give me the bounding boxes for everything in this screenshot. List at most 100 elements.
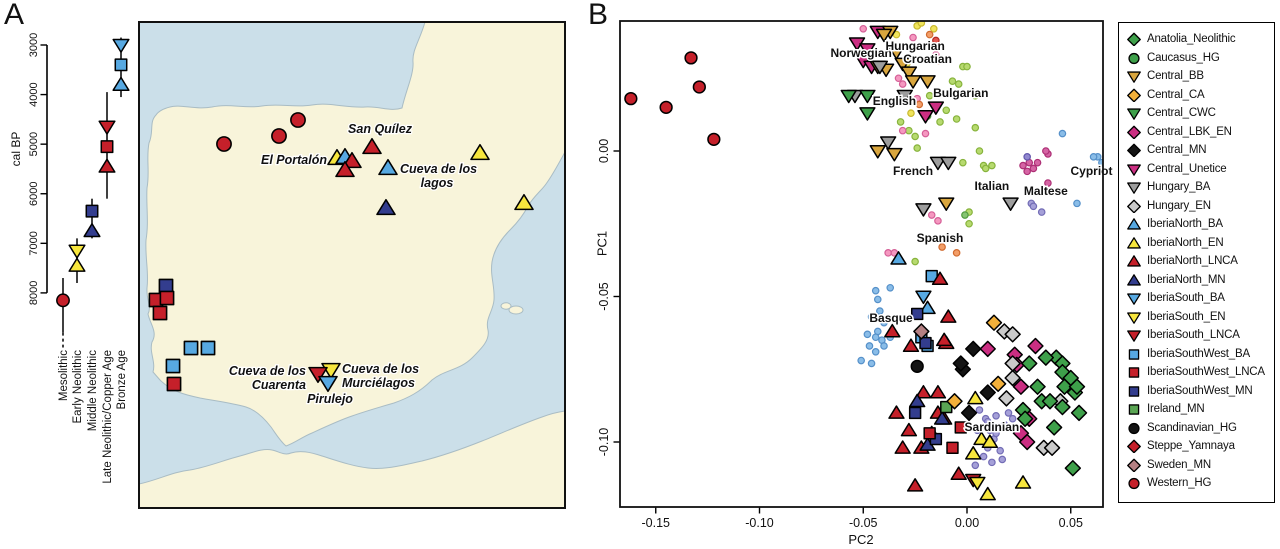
pca-point-Central_Unetice	[917, 110, 934, 124]
modern-sample-dot	[884, 249, 892, 257]
population-label-norwegian: Norwegian	[831, 46, 892, 60]
modern-sample-dot	[952, 249, 961, 257]
modern-sample-dot	[880, 318, 888, 327]
modern-sample-dot	[973, 426, 982, 435]
modern-sample-dot	[936, 118, 944, 126]
pca-point-Central_LBK_EN	[1027, 337, 1044, 355]
tri-down-icon	[1127, 293, 1141, 306]
modern-sample-dot	[871, 333, 880, 342]
modern-sample-dot	[961, 211, 969, 219]
diamond-icon	[1127, 199, 1141, 213]
modern-sample-dot	[981, 164, 990, 173]
legend-item-Anatolia_Neolithic: Anatolia_Neolithic	[1127, 30, 1272, 49]
modern-sample-dot	[894, 74, 903, 83]
map-site-label: Cuarenta	[252, 378, 306, 392]
diamond-icon	[1127, 458, 1141, 472]
population-label-basque: Basque	[869, 311, 913, 325]
modern-sample-dot	[998, 455, 1007, 464]
modern-sample-dot	[934, 56, 942, 65]
legend-item-Central_MN: Central_MN	[1127, 141, 1272, 160]
modern-sample-dot	[1019, 161, 1027, 170]
pca-point-IberiaNorth_BA	[919, 300, 936, 315]
pca-point-Hungary_EN	[998, 390, 1015, 407]
legend-item-label: Hungary_BA	[1147, 181, 1211, 194]
timeline-tick-label: 7000	[28, 231, 40, 255]
pca-point-Western_HG	[659, 100, 673, 114]
modern-sample-dot	[979, 452, 988, 461]
modern-sample-dot	[898, 126, 907, 135]
tri-down-icon	[1127, 71, 1141, 84]
legend-item-label: IberiaSouthWest_LNCA	[1147, 366, 1265, 379]
modern-sample-dot	[1058, 129, 1067, 138]
population-label-french: French	[893, 164, 933, 178]
pca-point-Hungary_BA	[915, 203, 932, 217]
legend-item-Hungary_EN: Hungary_EN	[1127, 197, 1272, 216]
modern-sample-dot	[865, 342, 874, 350]
pca-x-tick-label: 0.00	[955, 516, 979, 530]
pca-point-IberiaSouthWest_MN	[910, 307, 924, 321]
map-site-marker	[166, 376, 182, 392]
pca-point-IberiaSouthWest_LNCA	[923, 427, 936, 440]
timeline-category-label: Mesolithic	[58, 350, 70, 401]
pca-point-Central_LBK_EN	[1012, 378, 1030, 395]
population-label-spanish: Spanish	[917, 231, 964, 245]
map-site-label: Murciélagos	[342, 376, 415, 390]
pca-point-Hungary_BA	[1002, 197, 1019, 211]
tri-down-icon	[1127, 182, 1141, 195]
timeline-category-label: Late Neolithic/Copper Age	[102, 350, 114, 484]
pca-point-Central_CWC	[859, 89, 876, 104]
legend-item-label: IberiaSouth_EN	[1147, 310, 1226, 323]
legend-item-label: IberiaSouth_BA	[1147, 292, 1225, 305]
timeline-tick-label: 8000	[28, 281, 40, 305]
modern-sample-dot	[1089, 153, 1098, 161]
pca-point-Hungary_BA	[871, 60, 889, 75]
pca-point-IberiaNorth_LNCA	[915, 384, 932, 399]
pca-point-Hungary_BA	[929, 156, 947, 171]
legend-item-label: Central_CA	[1147, 88, 1205, 101]
legend-item-label: IberiaNorth_EN	[1147, 236, 1224, 249]
legend-item-IberiaNorth_BA: IberiaNorth_BA	[1127, 215, 1272, 234]
modern-sample-dot	[905, 126, 913, 135]
pca-x-tick-label: 0.05	[1059, 516, 1083, 530]
pca-point-Western_HG	[707, 132, 721, 147]
legend-item-Western_HG: Western_HG	[1127, 474, 1272, 493]
modern-sample-dot	[867, 313, 876, 321]
pca-point-Central_MN	[960, 404, 978, 422]
legend-item-IberiaNorth_LNCA: IberiaNorth_LNCA	[1127, 252, 1272, 271]
timeline-category-label: Early Neolithic	[72, 350, 84, 424]
legend-item-label: Central_BB	[1147, 70, 1204, 83]
diamond-icon	[1127, 439, 1141, 454]
pca-point-IberiaNorth_EN	[981, 434, 999, 449]
legend-item-label: Central_CWC	[1147, 107, 1216, 120]
pca-y-axis-title: PC1	[594, 230, 610, 257]
map-site-marker	[362, 137, 382, 155]
legend-item-label: IberiaNorth_LNCA	[1147, 255, 1238, 268]
modern-sample-dot	[992, 429, 1000, 438]
pca-point-Ireland_MN	[940, 400, 953, 414]
map-site-label: San Quílez	[348, 122, 413, 136]
pca-point-Western_HG	[684, 51, 698, 65]
pca-point-Anatolia_Neolithic	[1054, 363, 1071, 381]
pca-point-IberiaSouthWest_MN	[919, 336, 932, 350]
legend-item-Caucasus_HG: Caucasus_HG	[1127, 49, 1272, 68]
pca-point-Anatolia_Neolithic	[1068, 378, 1086, 395]
square-icon	[1128, 349, 1140, 360]
map-site-label: lagos	[421, 176, 454, 190]
modern-sample-dot	[1044, 179, 1052, 187]
pca-point-IberiaSouthWest_MN	[908, 406, 922, 420]
modern-sample-dot	[863, 330, 872, 339]
pca-point-Central_MN	[965, 340, 982, 358]
pca-point-Central_LBK_EN	[979, 340, 996, 358]
tri-down-icon	[1127, 330, 1141, 343]
legend-item-Central_CWC: Central_CWC	[1127, 104, 1272, 123]
modern-sample-dot	[988, 161, 996, 170]
map-site-marker	[378, 158, 398, 176]
modern-sample-dot	[927, 211, 936, 219]
timeline-category-label: Middle Neolithic	[87, 350, 99, 431]
pca-point-Central_BB	[938, 197, 955, 211]
legend-item-label: Western_HG	[1147, 477, 1212, 490]
legend-item-Central_BB: Central_BB	[1127, 67, 1272, 86]
pca-point-Central_BB	[900, 66, 918, 80]
